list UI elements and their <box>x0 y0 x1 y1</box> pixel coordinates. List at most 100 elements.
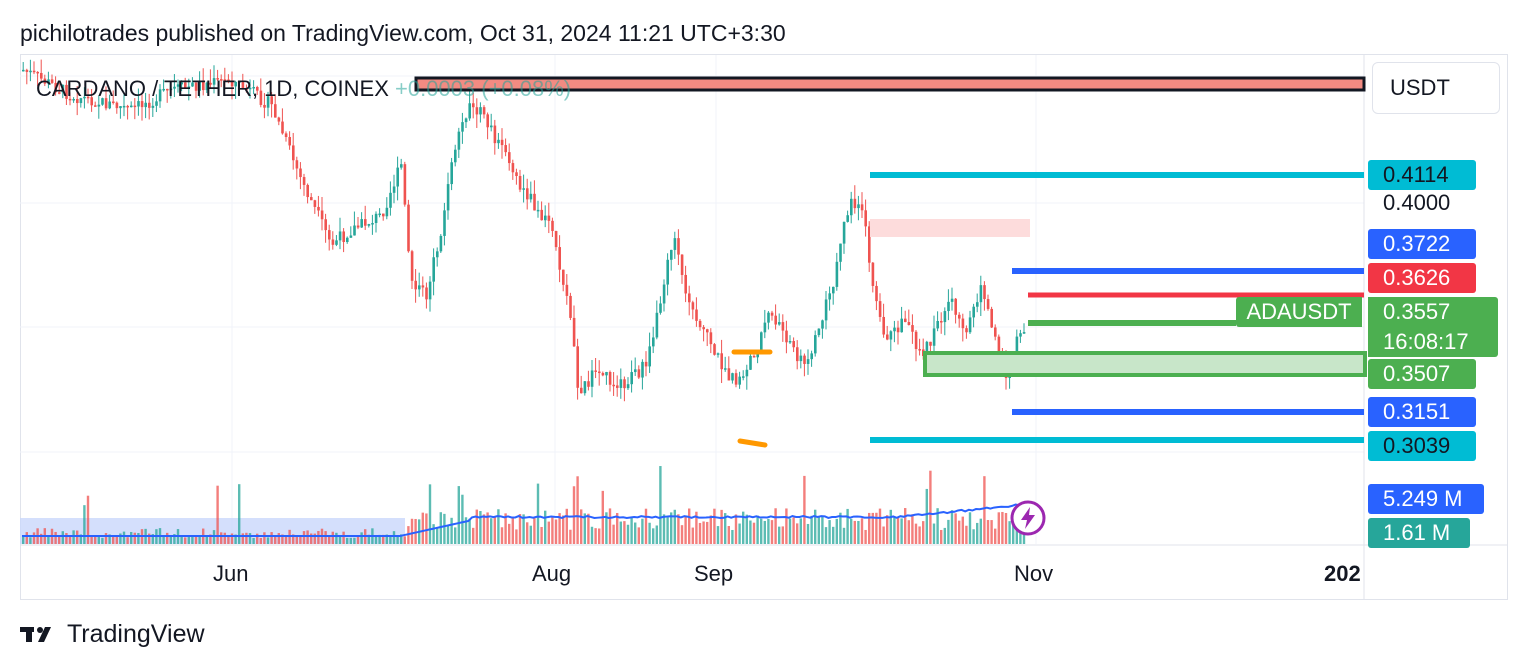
volume-bar <box>644 508 648 544</box>
candle-body <box>626 384 630 389</box>
volume-bar <box>245 532 248 544</box>
price-label: 0.3626 <box>1368 263 1476 293</box>
volume-bar <box>130 531 133 544</box>
candle-body <box>349 235 353 238</box>
volume-bar <box>814 509 817 544</box>
volume-bar <box>943 527 946 544</box>
time-label-nov: Nov <box>1014 561 1054 586</box>
candle-body <box>281 121 284 134</box>
candle-body <box>194 82 198 91</box>
chart-drawings[interactable] <box>414 76 1367 448</box>
candle-body <box>306 184 309 198</box>
volume-bar <box>461 494 464 544</box>
volume-bar <box>54 531 57 544</box>
candle-body <box>184 82 187 88</box>
volume-bar <box>677 514 680 544</box>
candle-body <box>659 303 662 313</box>
candle-body <box>878 301 882 317</box>
candle-body <box>403 164 407 205</box>
volume-bar <box>101 537 104 544</box>
volume-bar <box>191 536 194 544</box>
volume-bar <box>29 537 32 544</box>
candle-body <box>544 215 547 221</box>
volume-bar <box>126 537 129 544</box>
candle-body <box>328 230 331 240</box>
candle-body <box>742 376 745 378</box>
candle-body <box>720 353 723 370</box>
volume-bar <box>792 517 795 544</box>
candle-body <box>846 215 849 222</box>
candle-body <box>641 361 644 378</box>
candle-body <box>1015 336 1019 360</box>
volume-bar <box>882 526 885 544</box>
volume-bar <box>580 509 583 544</box>
volume-bar <box>356 535 360 544</box>
candle-body <box>612 384 615 387</box>
volume-bar <box>547 521 550 544</box>
footer-brand[interactable]: TradingView <box>20 619 205 649</box>
lightning-icon[interactable] <box>1010 500 1046 536</box>
candle-body <box>486 114 489 128</box>
volume-bar <box>234 534 237 544</box>
volume-bar <box>209 534 212 544</box>
volume-bar <box>745 514 748 544</box>
candle-body <box>36 71 39 74</box>
volume-bar <box>504 513 507 544</box>
volume-bar <box>947 519 950 544</box>
candle-body <box>616 385 619 388</box>
candle-body <box>173 86 176 89</box>
volume-bar <box>655 525 658 544</box>
chart-grid <box>20 55 1508 599</box>
candle-body <box>212 78 216 85</box>
candle-body <box>68 98 72 101</box>
candle-body <box>562 269 565 285</box>
candle-body <box>504 145 507 153</box>
volume-bar <box>328 536 331 544</box>
candle-body <box>191 82 194 87</box>
volume-bar <box>378 534 381 544</box>
volume-bar <box>608 508 612 544</box>
volume-bar <box>659 466 662 544</box>
volume-bar <box>360 532 363 544</box>
candle-body <box>709 332 713 345</box>
price-label: 0.4000 <box>1383 190 1451 215</box>
candle-body <box>288 137 291 146</box>
volume-bar <box>994 528 997 544</box>
volume-bar <box>958 520 961 544</box>
volume-bar <box>104 533 108 544</box>
volume-bar <box>338 535 342 544</box>
candle-body <box>997 336 1001 356</box>
volume-bar <box>533 518 536 544</box>
volume-bar <box>900 518 903 544</box>
candle-body <box>313 200 317 207</box>
candle-body <box>950 298 954 302</box>
volume-bar <box>511 518 514 544</box>
currency-button[interactable]: USDT <box>1372 62 1500 114</box>
candle-body <box>698 320 702 328</box>
volume-bar <box>983 476 986 544</box>
volume-bar <box>230 533 234 544</box>
candle-body <box>828 293 831 300</box>
candle-body <box>464 118 468 123</box>
volume-bar <box>868 512 871 544</box>
volume-bar <box>990 520 993 544</box>
candle-body <box>623 379 626 389</box>
candle-body <box>119 106 122 109</box>
volume-bar <box>558 513 561 544</box>
candle-body <box>475 107 479 115</box>
volume-bar <box>137 533 140 544</box>
symbol-legend[interactable]: CARDANO / TETHER, 1D, COINEX +0.0003 (+0… <box>36 76 571 102</box>
volume-bar <box>749 520 752 544</box>
tradingview-logo-icon <box>20 627 51 643</box>
volume-bar <box>569 529 572 544</box>
volume-bar <box>94 536 97 544</box>
volume-bar <box>925 488 928 544</box>
volume-bar <box>324 531 327 544</box>
candle-body <box>796 347 799 362</box>
candle-body <box>918 349 921 351</box>
volume-bar <box>544 510 547 544</box>
volume-bar <box>400 534 403 544</box>
volume-bar <box>252 537 255 544</box>
volume-bar <box>634 522 637 544</box>
